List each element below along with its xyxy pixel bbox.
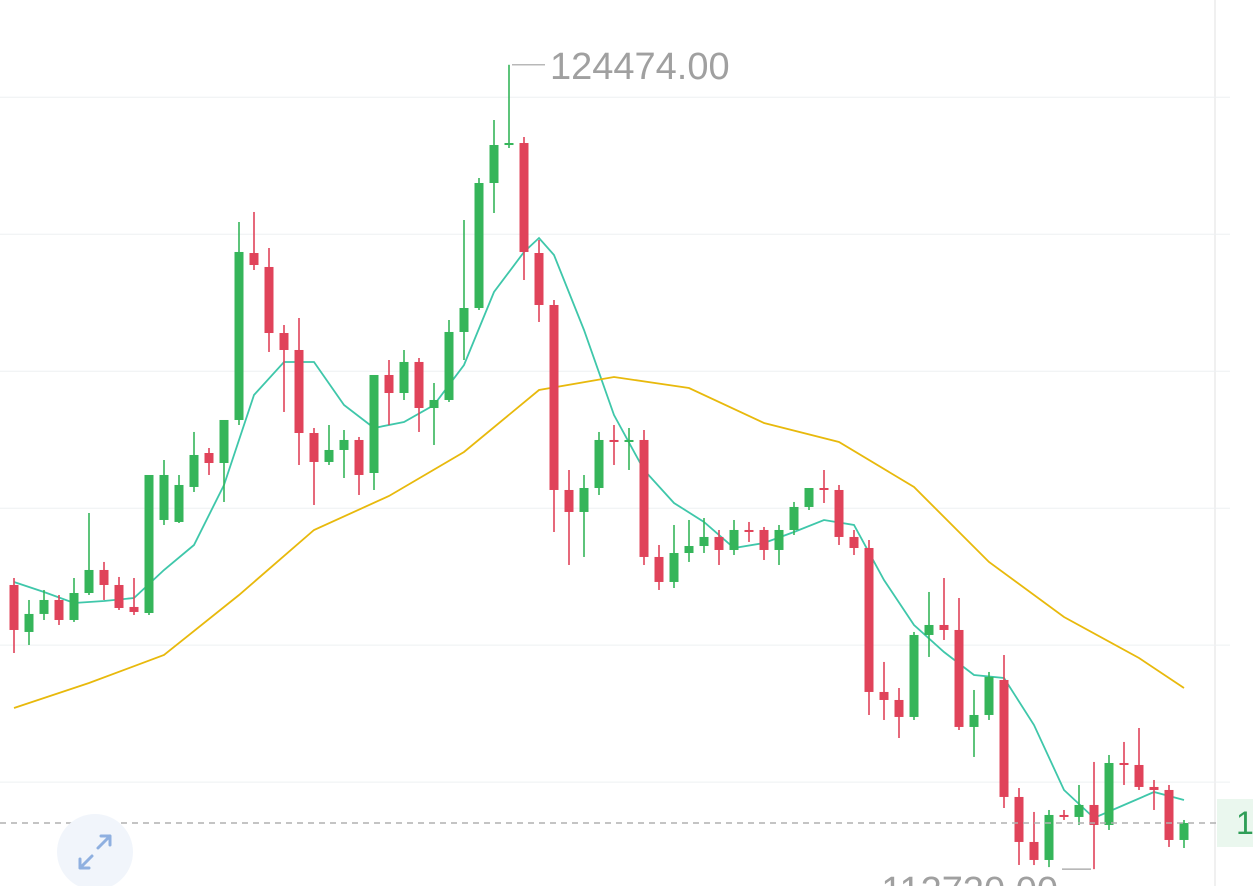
candle-body [249,253,259,265]
candle-body [924,624,934,635]
candle-body [54,599,64,620]
candle-body [144,474,154,613]
high-label: 124474.00 [550,46,730,88]
candle-body [234,251,244,420]
candle-body [279,333,289,350]
candle-body [654,556,664,582]
candle-body [174,484,184,522]
candle-body [69,592,79,620]
candle-body [459,308,469,332]
candle-body [864,547,874,692]
candle-body [159,474,169,520]
candle-body [699,536,709,547]
candle-body [1104,762,1114,825]
candle-body [834,489,844,537]
candle-body [1074,804,1084,817]
candle-body [1164,789,1174,840]
last-price-box [1217,798,1253,847]
moving-average-line [13,376,1185,709]
candle-body [1179,822,1189,840]
candle-body [1014,796,1024,842]
candle-body [429,399,439,409]
candle-body [804,487,814,507]
candle-body [1119,762,1129,765]
candle-body [1149,786,1159,790]
candle-body [999,679,1009,797]
candle-body [309,433,319,462]
candle-body [519,143,529,252]
candle-body [549,304,559,490]
candle-body [264,266,274,334]
candle-body [204,452,214,463]
candle-body [1059,814,1069,817]
candle-body [384,374,394,394]
candle-body [744,529,754,532]
candle-body [189,454,199,487]
candle-body [759,529,769,550]
low-label: 112730.00 [881,870,1058,886]
candle-body [219,419,229,463]
candle-body [99,569,109,585]
candle-body [1134,764,1144,787]
candle-body [894,699,904,717]
candle-body [789,506,799,530]
candle-body [729,529,739,550]
candle-body [369,374,379,473]
candle-body [669,552,679,582]
candle-body [909,634,919,717]
candle-body [1029,841,1039,860]
candle-body [1044,814,1054,860]
candle-body [489,144,499,184]
candle-body [324,449,334,462]
candle-body [444,331,454,400]
candle-body [399,361,409,394]
candle-body [579,487,589,512]
candle-body [39,599,49,614]
candle-body [684,546,694,553]
candle-body [639,439,649,557]
candle-body [714,536,724,550]
candle-body [354,439,364,475]
candle-body [984,676,994,715]
candle-body [129,606,139,612]
expand-button[interactable] [57,814,133,886]
candle-body [1089,804,1099,825]
candle-body [939,624,949,630]
candle-body [114,584,124,608]
candle-body [84,569,94,593]
candle-body [849,536,859,548]
candle-body [339,439,349,450]
expand-icon[interactable] [78,834,112,870]
candle-body [24,613,34,632]
candle-body [594,439,604,488]
candle-body [294,349,304,434]
candle-body [564,489,574,512]
candle-body [474,183,484,309]
candle-body [624,439,634,442]
candle-body [879,691,889,700]
candle-body [504,143,514,146]
candle-body [969,714,979,727]
last-price-label: 113404.00 [1236,805,1253,841]
candle-body [414,361,424,409]
candle-body [819,487,829,490]
expand-button-bg[interactable] [57,814,133,886]
candle-body [534,253,544,305]
candle-body [609,439,619,442]
candle-body [9,584,19,630]
candle-body [774,529,784,550]
moving-average-line [13,236,1185,820]
candle-body [954,629,964,727]
